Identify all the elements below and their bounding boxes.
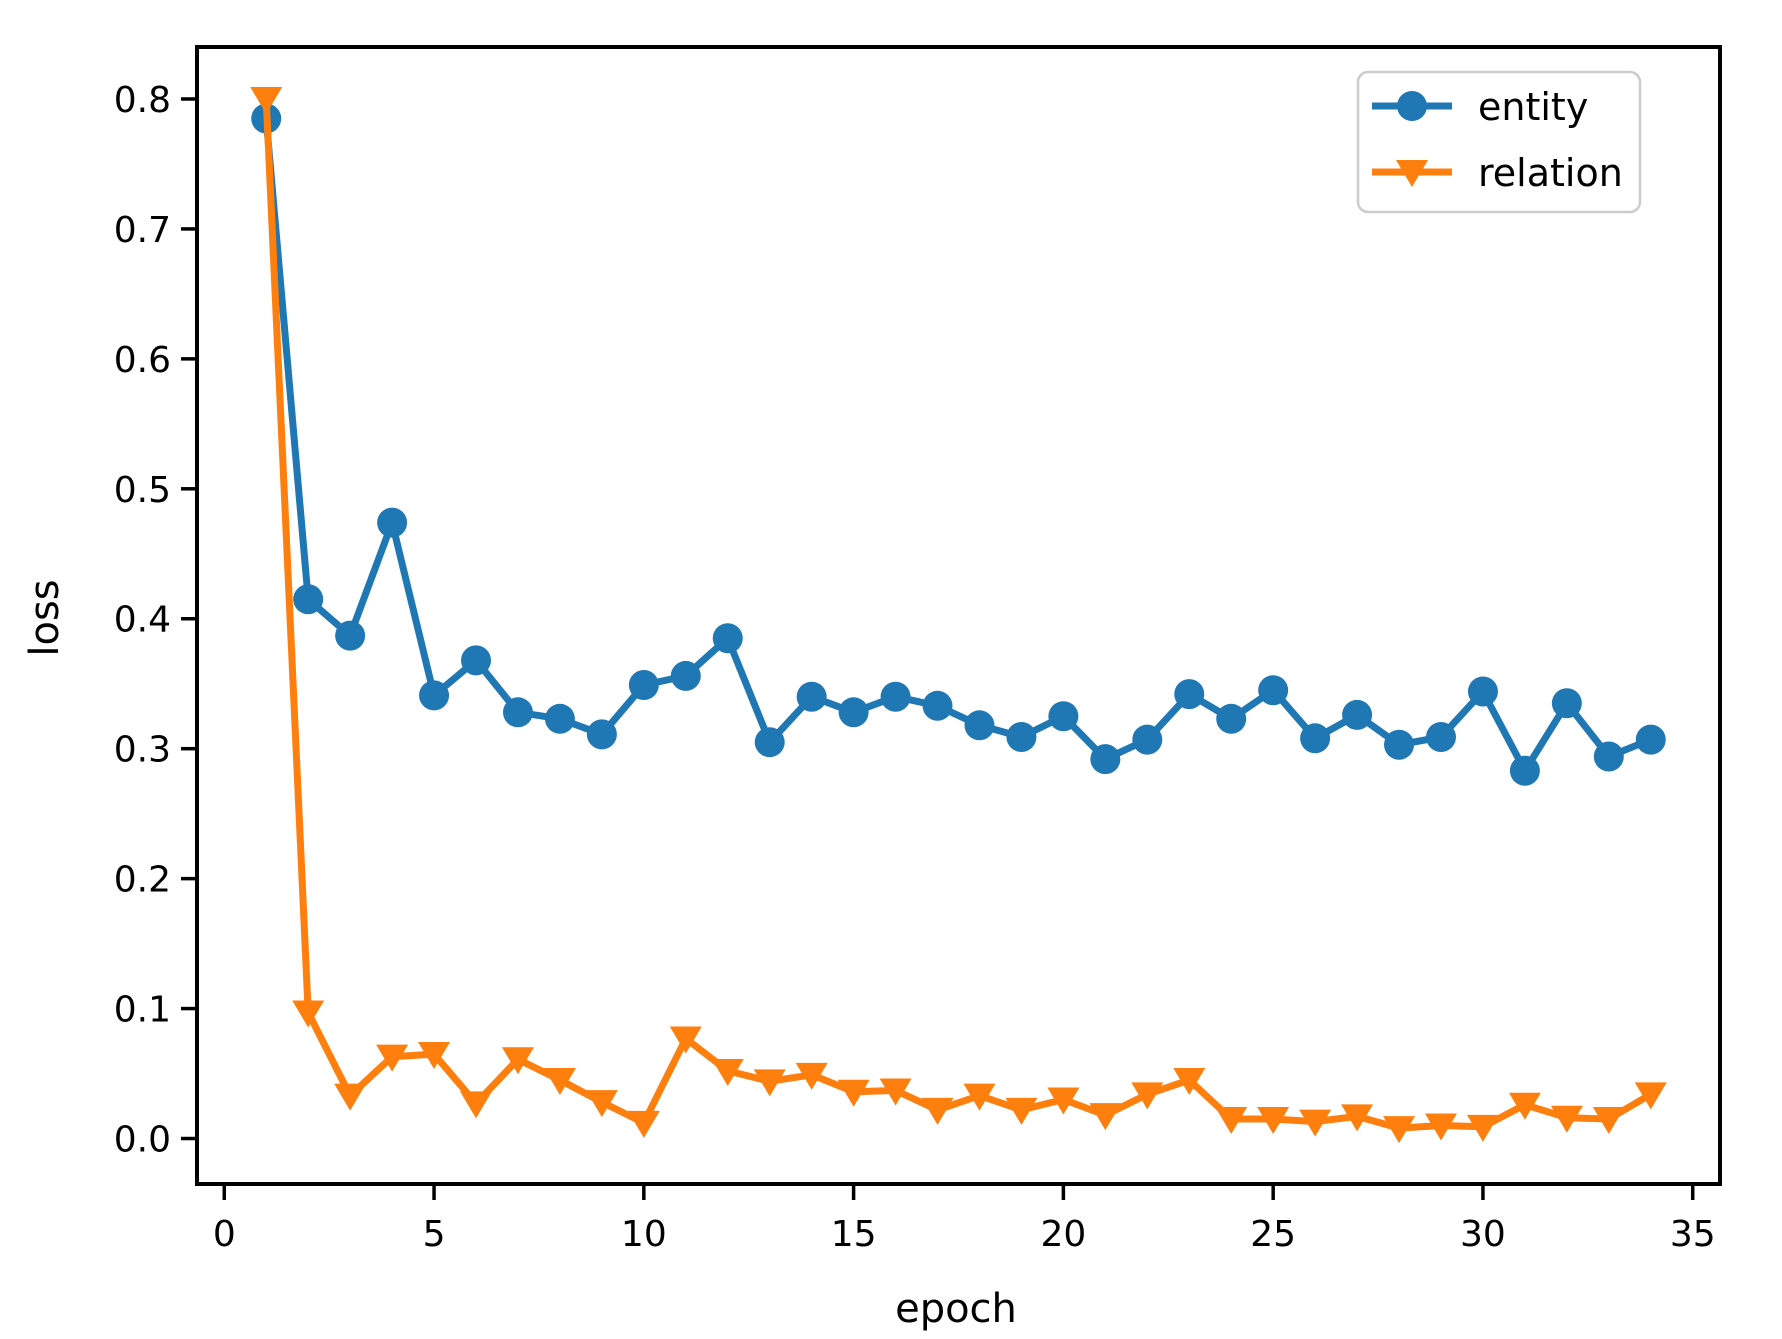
series-relation-marker	[1089, 1103, 1122, 1131]
series-relation-marker	[1383, 1116, 1416, 1144]
series-entity-marker	[1300, 723, 1331, 754]
series-entity-marker	[880, 681, 911, 712]
x-tick-label: 30	[1460, 1214, 1506, 1255]
series-relation-marker	[334, 1083, 367, 1111]
series-entity-marker	[293, 584, 324, 615]
series-relation-marker	[292, 1000, 325, 1028]
series-relation-marker	[627, 1110, 660, 1138]
y-tick-label: 0.5	[114, 470, 171, 511]
series-relation-marker	[585, 1090, 618, 1118]
series-relation-marker	[1005, 1097, 1038, 1125]
legend-label-relation: relation	[1478, 151, 1623, 195]
series-relation-marker	[1173, 1068, 1206, 1096]
series-relation-marker	[250, 86, 283, 114]
series-entity-marker	[1048, 701, 1079, 732]
series-relation-marker	[1466, 1114, 1499, 1142]
series-relation-marker	[795, 1062, 828, 1090]
x-tick-label: 15	[831, 1214, 877, 1255]
series-entity-marker	[922, 690, 953, 721]
series-relation-marker	[963, 1083, 996, 1111]
series-relation-marker	[1592, 1107, 1625, 1135]
series-relation-marker	[1424, 1113, 1457, 1141]
series-entity-marker	[1425, 721, 1456, 752]
series-entity-marker	[964, 710, 995, 741]
y-tick-label: 0.3	[114, 730, 171, 771]
series-relation-marker	[921, 1097, 954, 1125]
x-tick-label: 25	[1250, 1214, 1296, 1255]
y-tick-label: 0.8	[114, 80, 171, 121]
series-relation-marker	[1215, 1107, 1248, 1135]
y-tick-label: 0.7	[114, 210, 171, 251]
series-entity-marker	[1467, 676, 1498, 707]
series-entity-marker	[796, 681, 827, 712]
y-tick-label: 0.1	[114, 990, 171, 1031]
series-entity-marker	[1342, 699, 1373, 730]
series-relation-marker	[837, 1079, 870, 1107]
series-relation-marker	[501, 1047, 534, 1075]
series-relation-marker	[1508, 1092, 1541, 1120]
y-axis-label: loss	[22, 579, 68, 656]
plot-area: 0 5 10 15 20 25 30 35 0.0 0.1 0.2 0.3 0.4 0.5 0.6 0.7 0.…	[114, 45, 1722, 1255]
series-entity-marker	[419, 680, 450, 711]
series-entity-marker	[754, 727, 785, 758]
series-relation-marker	[1131, 1082, 1164, 1110]
plot-border	[195, 45, 1722, 1186]
series-entity-marker	[1593, 741, 1624, 772]
series-entity-marker	[1216, 703, 1247, 734]
series-entity-marker	[502, 697, 533, 728]
series-entity-line	[262, 118, 1653, 775]
y-tick-label: 0.2	[114, 860, 171, 901]
series-relation-marker	[1257, 1107, 1290, 1135]
series-entity-marker	[712, 623, 743, 654]
series-relation-marker	[753, 1069, 786, 1097]
series-relation-marker	[711, 1058, 744, 1086]
series-relation-marker	[669, 1026, 702, 1054]
series-relation-line	[262, 98, 1653, 1132]
x-tick-label: 5	[423, 1214, 446, 1255]
x-tick-label: 0	[213, 1214, 236, 1255]
series-relation-marker	[1550, 1105, 1583, 1133]
x-tick-label: 35	[1670, 1214, 1716, 1255]
series-entity-marker	[1551, 688, 1582, 719]
series-entity-marker	[586, 719, 617, 750]
series-entity-marker	[628, 670, 659, 701]
series-relation-marker	[879, 1078, 912, 1106]
series-relation-marker	[1341, 1104, 1374, 1132]
x-tick-label: 20	[1040, 1214, 1086, 1255]
series-entity-marker	[1635, 724, 1666, 755]
legend-circle-marker-icon	[1397, 91, 1427, 121]
series-relation-marker	[1047, 1087, 1080, 1115]
series-entity-marker	[1258, 675, 1289, 706]
legend-triangle-down-marker-icon	[1396, 160, 1428, 187]
y-tick-label: 0.6	[114, 340, 171, 381]
y-tick-label: 0.0	[114, 1120, 171, 1161]
legend-label-entity: entity	[1478, 85, 1588, 129]
series-entity-marker	[544, 703, 575, 734]
x-axis-label: epoch	[895, 1286, 1017, 1332]
series-relation-marker	[1634, 1082, 1667, 1110]
series-entity-marker	[461, 645, 492, 676]
series-entity-marker	[670, 660, 701, 691]
series-entity-marker	[1132, 724, 1163, 755]
series-relation-marker	[543, 1068, 576, 1096]
series-entity-marker	[377, 507, 408, 538]
series-relation-marker	[418, 1042, 451, 1070]
series-relation-marker	[460, 1091, 493, 1119]
series-entity-marker	[1174, 679, 1205, 710]
series-entity-marker	[1090, 744, 1121, 775]
y-tick-label: 0.4	[114, 600, 171, 641]
series-entity-marker	[335, 620, 366, 651]
series-relation-marker	[1299, 1109, 1332, 1137]
series-entity-marker	[1509, 755, 1540, 786]
x-tick-label: 10	[621, 1214, 667, 1255]
series-entity-marker	[838, 697, 869, 728]
series-relation-marker	[376, 1044, 409, 1072]
series-entity-marker	[1384, 729, 1415, 760]
series-entity-marker	[1006, 721, 1037, 752]
